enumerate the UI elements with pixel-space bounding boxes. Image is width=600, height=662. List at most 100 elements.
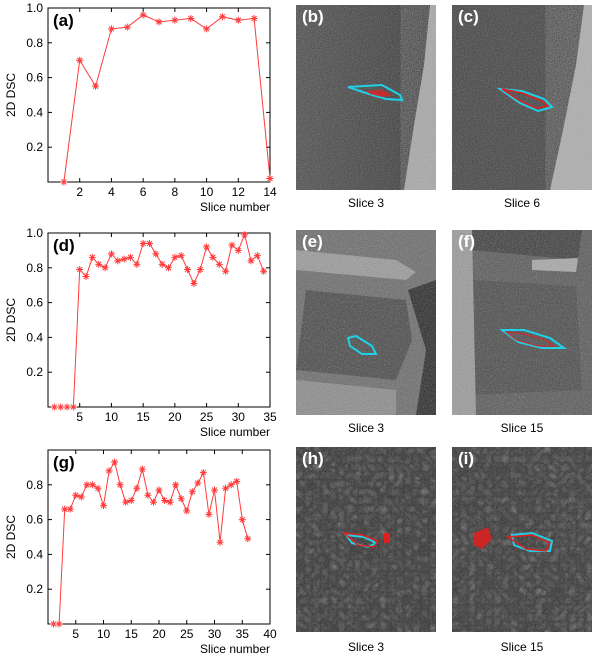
chart-1-data-point [76, 56, 84, 64]
chart-2-y-tick-label: 0.6 [26, 296, 43, 310]
chart-2-x-tick-label: 10 [105, 410, 119, 424]
chart-3-data-point [100, 502, 107, 510]
chart-3-data-point [72, 491, 80, 499]
chart-1-y-tick-label: 0.4 [26, 105, 43, 119]
chart-2-x-tick-label: 15 [136, 410, 150, 424]
chart-2-data-point [196, 266, 204, 274]
chart-3-data-point [188, 488, 196, 496]
chart-3-data-point [216, 538, 224, 546]
chart-1-series-line [63, 14, 271, 183]
caption-e: Slice 3 [347, 421, 385, 435]
caption-h: Slice 3 [347, 640, 385, 654]
chart-1-x-axis-label: Slice number [200, 200, 270, 214]
chart-1-x-tick-label: 4 [108, 185, 115, 199]
chart-2-data-point [203, 243, 211, 251]
chart-1-plot-frame [47, 7, 271, 183]
chart-2-data-point [241, 231, 249, 239]
chart-3-data-point [133, 484, 141, 492]
chart-3-data-point [161, 496, 169, 504]
caption-c: Slice 6 [503, 196, 541, 210]
chart-2-data-point [184, 266, 192, 274]
chart-1-data-point [266, 175, 274, 183]
chart-3-y-axis-label: 2D DSC [4, 515, 18, 559]
chart-1-data-point [155, 18, 163, 26]
chart-1-y-tick-label: 0.8 [26, 36, 43, 50]
chart-3-data-point [105, 467, 113, 475]
chart-2-data-point [165, 264, 173, 272]
chart-2-data-point [126, 253, 134, 261]
chart-3-data-point [83, 481, 91, 489]
chart-2-x-tick-label: 35 [263, 410, 277, 424]
chart-1-data-point [250, 14, 258, 22]
chart-2-data-point [57, 403, 65, 411]
mri-panel-c: (c) [452, 5, 592, 190]
chart-3-data-point [122, 498, 130, 506]
chart-3-data-point [66, 505, 74, 513]
chart-3-x-tick-label: 5 [72, 627, 79, 641]
chart-3-y-tick-label: 0.6 [26, 513, 43, 527]
chart-2-data-point [234, 246, 242, 254]
chart-3-data-point [127, 496, 135, 504]
chart-1-y-axis-label: 2D DSC [4, 73, 18, 117]
chart-2-data-point [114, 257, 122, 265]
chart-3-data-point [116, 481, 124, 489]
chart-1-y-tick-label: 0.2 [26, 140, 43, 154]
panel-label-e: (e) [302, 232, 323, 251]
chart-3-data-point [166, 498, 174, 506]
chart-3-panel-label: (g) [53, 453, 75, 472]
chart-2-data-point [139, 239, 147, 247]
chart-3-data-point [233, 477, 241, 485]
panel-label-b: (b) [302, 7, 324, 26]
chart-1-data-point [123, 23, 131, 31]
chart-1-data-point [139, 11, 147, 19]
chart-3-data-point [183, 507, 191, 515]
chart-2-data-point [171, 253, 179, 261]
chart-3-data-point [227, 481, 235, 489]
chart-3-x-tick-label: 20 [152, 627, 166, 641]
caption-f: Slice 15 [500, 421, 544, 435]
chart-3-x-tick-label: 40 [263, 627, 277, 641]
chart-3-x-tick-label: 25 [180, 627, 194, 641]
chart-3-data-point [177, 495, 185, 503]
chart-2-data-point [133, 260, 141, 268]
chart-3-data-point [244, 535, 252, 543]
mri-image-e [296, 230, 436, 415]
chart-2-data-point [228, 241, 236, 249]
chart-2-data-point [260, 267, 268, 275]
mri-panel-i: (i) [452, 447, 592, 632]
chart-1-data-point [234, 16, 242, 24]
chart-2-data-point [190, 279, 198, 287]
chart-1-x-tick-label: 12 [232, 185, 246, 199]
chart-3-data-point [111, 458, 119, 466]
chart-3-x-tick-label: 35 [236, 627, 250, 641]
chart-3-y-tick-label: 0.2 [26, 582, 43, 596]
chart-2-x-tick-label: 25 [200, 410, 214, 424]
chart-3-data-point [149, 498, 157, 506]
chart-1-y-tick-label: 1.0 [26, 1, 43, 15]
chart-2-data-point [247, 257, 255, 265]
chart-2-data-point [222, 267, 230, 275]
chart-2-plot-frame [47, 232, 271, 408]
chart-1-x-tick-label: 2 [76, 185, 83, 199]
chart-3-series-line [53, 460, 249, 625]
chart-2-data-point [253, 252, 261, 260]
chart-3-data-point [61, 505, 69, 513]
chart-2-data-point [177, 252, 185, 260]
chart-1-data-point [218, 13, 226, 21]
chart-1-data-point [60, 178, 68, 186]
chart-2-x-tick-label: 30 [232, 410, 246, 424]
panel-label-c: (c) [458, 7, 479, 26]
chart-3-y-tick-label: 0.4 [26, 547, 43, 561]
chart-2-data-point [69, 403, 77, 411]
chart-1-x-tick-label: 8 [172, 185, 179, 199]
chart-2-x-axis-label: Slice number [200, 425, 270, 439]
chart-3-data-point [222, 484, 230, 492]
chart-2-panel-label: (d) [53, 236, 75, 255]
chart-3-data-point [144, 491, 152, 499]
chart-2-y-tick-label: 0.8 [26, 261, 43, 275]
chart-1-data-point [107, 25, 115, 33]
chart-1-x-tick-label: 6 [140, 185, 147, 199]
caption-b: Slice 3 [347, 196, 385, 210]
mri-panel-h: (h) [296, 447, 436, 632]
mri-panel-f: (f) [452, 230, 592, 415]
